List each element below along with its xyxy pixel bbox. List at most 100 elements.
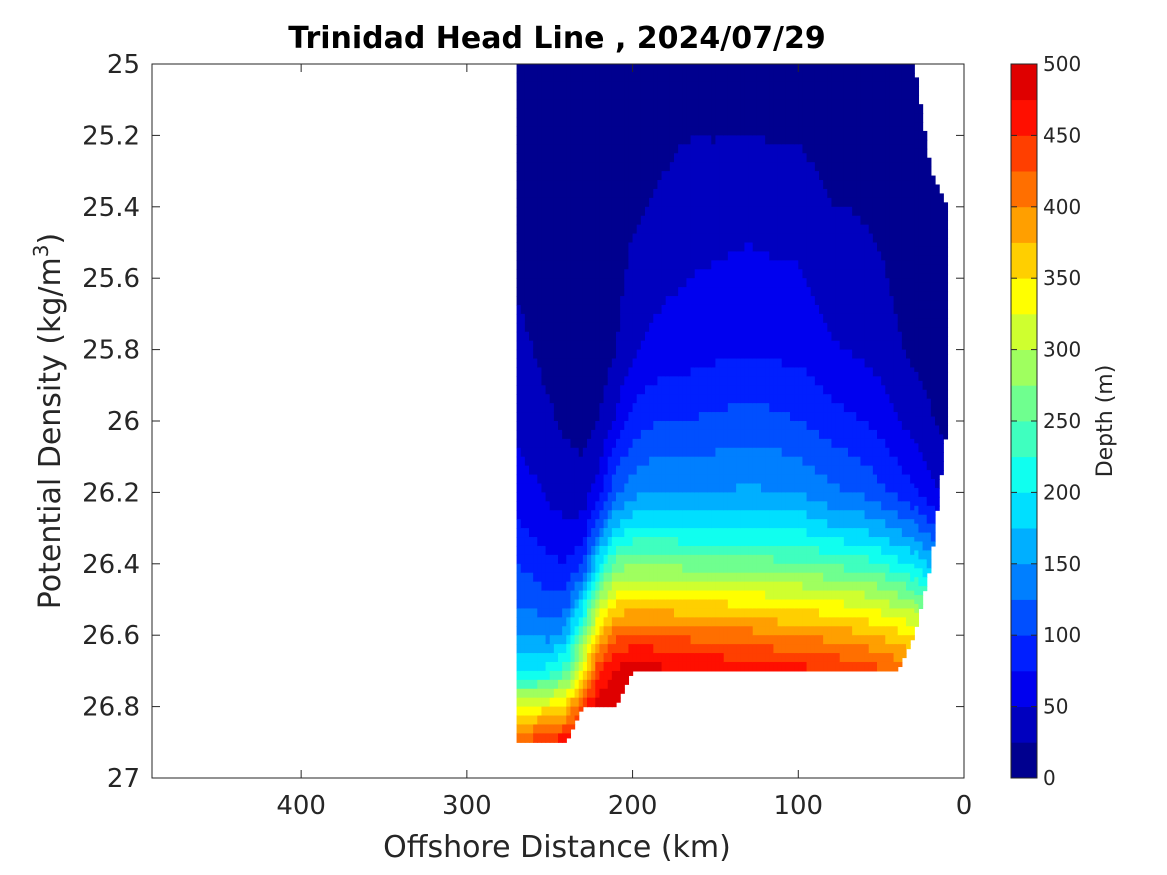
contour-cell: [707, 412, 712, 422]
contour-cell: [674, 64, 679, 74]
contour-cell: [723, 563, 729, 574]
contour-cell: [674, 242, 679, 253]
contour-cell: [765, 653, 770, 663]
contour-cell: [566, 206, 572, 217]
contour-cell: [587, 653, 592, 663]
contour-cell: [562, 679, 567, 690]
contour-cell: [781, 340, 787, 351]
contour-cell: [765, 296, 770, 306]
contour-cell: [703, 99, 708, 110]
contour-cell: [649, 322, 654, 333]
contour-cell: [719, 313, 725, 324]
contour-cell: [537, 144, 543, 154]
contour-cell: [591, 617, 596, 627]
contour-cell: [723, 278, 729, 288]
contour-cell: [549, 510, 555, 520]
contour-cell: [616, 269, 621, 279]
contour-cell: [595, 545, 601, 556]
contour-cell: [649, 376, 654, 386]
contour-cell: [744, 108, 750, 119]
contour-cell: [649, 644, 654, 654]
contour-cell: [553, 501, 559, 511]
contour-cell: [740, 251, 746, 261]
contour-cell: [690, 287, 696, 297]
contour-cell: [533, 724, 538, 734]
contour-cell: [653, 72, 659, 83]
contour-cell: [732, 224, 737, 235]
contour-cell: [578, 608, 584, 618]
contour-cell: [690, 510, 696, 520]
contour-cell: [649, 242, 654, 253]
contour-cell: [520, 233, 526, 244]
contour-cell: [790, 545, 795, 556]
contour-cell: [574, 215, 580, 226]
contour-cell: [524, 670, 530, 681]
contour-cell: [653, 421, 659, 431]
contour-cell: [748, 545, 754, 556]
contour-cell: [562, 322, 567, 333]
contour-cell: [773, 554, 779, 565]
contour-cell: [727, 180, 733, 190]
contour-cell: [682, 510, 688, 520]
contour-cell: [707, 313, 712, 324]
contour-cell: [599, 72, 605, 83]
contour-cell: [611, 206, 617, 217]
contour-cell: [777, 617, 783, 627]
contour-cell: [558, 358, 563, 369]
contour-cell: [736, 367, 741, 377]
contour-cell: [595, 180, 601, 190]
contour-cell: [653, 403, 659, 413]
contour-cell: [674, 483, 679, 493]
contour-cell: [516, 412, 522, 422]
contour-cell: [553, 733, 559, 743]
contour-cell: [715, 99, 721, 110]
contour-cell: [785, 474, 791, 485]
contour-cell: [611, 322, 617, 333]
contour-cell: [769, 617, 775, 627]
contour-cell: [520, 501, 526, 511]
contour-cell: [690, 599, 696, 610]
contour-cell: [578, 313, 584, 324]
contour-cell: [723, 545, 729, 556]
contour-cell: [640, 635, 646, 645]
contour-cell: [732, 412, 737, 422]
contour-cell: [541, 296, 547, 306]
contour-cell: [678, 394, 683, 404]
contour-cell: [566, 438, 572, 449]
contour-cell: [591, 537, 596, 547]
contour-cell: [773, 635, 779, 645]
contour-cell: [752, 260, 758, 270]
contour-cell: [636, 412, 642, 422]
contour-cell: [798, 278, 804, 288]
contour-cell: [616, 679, 621, 690]
contour-cell: [549, 242, 555, 253]
contour-cell: [744, 242, 750, 253]
contour-cell: [537, 313, 543, 324]
contour-cell: [669, 563, 675, 574]
contour-cell: [744, 563, 750, 574]
contour-cell: [545, 215, 551, 226]
contour-cell: [707, 296, 712, 306]
contour-cell: [516, 367, 522, 377]
contour-cell: [628, 188, 634, 199]
contour-cell: [719, 135, 725, 145]
contour-cell: [744, 545, 750, 556]
contour-cell: [723, 349, 729, 360]
contour-cell: [524, 197, 530, 208]
contour-cell: [674, 180, 679, 190]
contour-cell: [578, 661, 584, 672]
contour-cell: [674, 394, 679, 404]
contour-cell: [533, 599, 538, 610]
contour-cell: [748, 99, 754, 110]
contour-cell: [640, 465, 646, 476]
contour-cell: [603, 304, 609, 315]
contour-cell: [661, 385, 667, 395]
contour-cell: [566, 474, 572, 485]
contour-cell: [690, 144, 696, 154]
contour-cell: [566, 519, 572, 529]
contour-cell: [661, 661, 667, 672]
contour-cell: [537, 421, 543, 431]
contour-cell: [524, 706, 530, 717]
contour-cell: [620, 465, 625, 476]
contour-cell: [553, 144, 559, 154]
